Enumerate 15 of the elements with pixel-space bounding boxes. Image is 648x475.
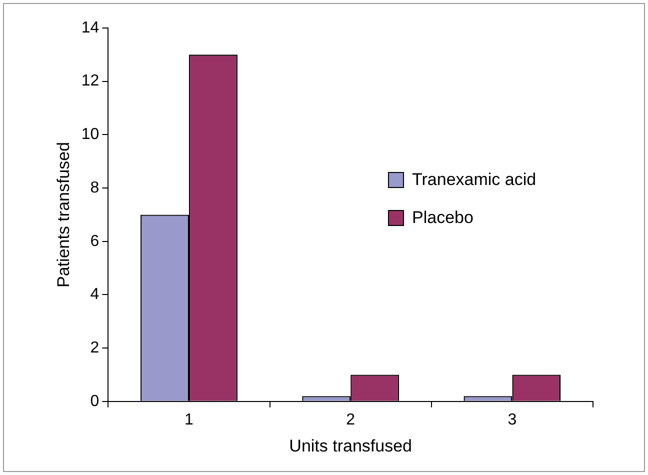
y-tick-label: 6 [90, 232, 100, 250]
y-axis-title: Patients transfused [54, 142, 73, 288]
y-tick-label: 0 [90, 392, 100, 410]
x-tick-label: 2 [346, 411, 356, 428]
legend-label: Tranexamic acid [412, 170, 536, 190]
legend-label: Placebo [412, 208, 474, 228]
x-tick-label: 3 [508, 411, 517, 428]
x-axis-title: Units transfused [289, 436, 412, 456]
y-tick-label: 10 [81, 126, 100, 144]
y-tick-label: 14 [81, 19, 100, 36]
y-tick-label: 8 [90, 179, 100, 196]
y-tick-label: 4 [90, 286, 100, 304]
y-tick-label: 12 [81, 72, 100, 90]
x-tick-label: 1 [184, 411, 194, 428]
y-tick-label: 2 [90, 339, 100, 356]
